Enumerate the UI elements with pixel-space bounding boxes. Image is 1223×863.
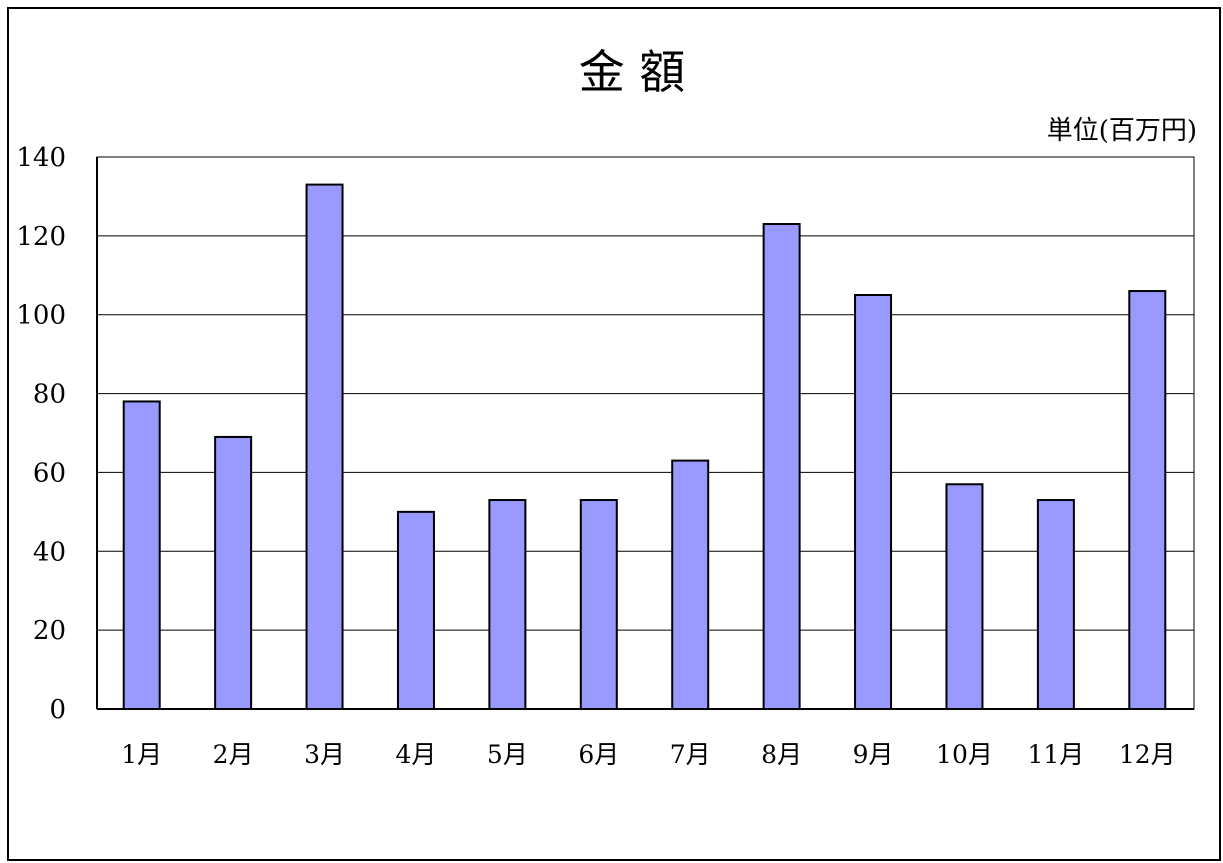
- x-category-label: 7月: [670, 740, 711, 769]
- y-tick-label: 80: [33, 380, 66, 410]
- y-tick-label: 60: [33, 458, 66, 488]
- bar-2: [214, 435, 253, 710]
- bar-3: [305, 183, 344, 711]
- x-category-label: 4月: [396, 740, 437, 769]
- bar-9: [854, 294, 893, 710]
- bar-10: [945, 483, 984, 710]
- bar-8: [762, 223, 801, 710]
- x-category-label: 12月: [1119, 740, 1176, 769]
- bar-11: [1036, 499, 1075, 710]
- x-category-label: 6月: [578, 740, 619, 769]
- bar-4: [396, 510, 435, 710]
- plot-area: [96, 156, 1195, 710]
- x-category-label: 3月: [304, 740, 345, 769]
- bar-1: [122, 400, 161, 710]
- bar-12: [1128, 290, 1167, 710]
- plot-area-border: [96, 156, 1195, 710]
- gridlines: [97, 235, 1194, 631]
- x-category-label: 10月: [936, 740, 993, 769]
- y-tick-label: 100: [16, 301, 66, 331]
- y-tick-label: 140: [16, 143, 66, 173]
- y-tick-label: 20: [33, 616, 66, 646]
- y-tick-label: 0: [49, 695, 66, 725]
- x-axis-labels: 1月 2月 3月 4月 5月 6月 7月 8月 9月 10月 11月 12月: [121, 740, 1175, 769]
- x-category-label: 9月: [853, 740, 894, 769]
- x-category-label: 5月: [487, 740, 528, 769]
- x-category-label: 11月: [1027, 740, 1084, 769]
- y-tick-label: 120: [16, 222, 66, 252]
- bar-7: [671, 459, 710, 710]
- unit-label: 単位(百万円): [1047, 116, 1197, 146]
- bars: [122, 183, 1167, 711]
- x-category-label: 1月: [121, 740, 162, 769]
- y-axis-ticks: 0 20 40 60 80 100 120 140: [16, 143, 66, 725]
- bar-5: [488, 499, 527, 710]
- chart-title: 金 額: [579, 45, 686, 99]
- bar-6: [579, 499, 618, 710]
- chart-frame: [7, 7, 1221, 861]
- y-tick-label: 40: [33, 537, 66, 567]
- x-category-label: 8月: [761, 740, 802, 769]
- x-category-label: 2月: [213, 740, 254, 769]
